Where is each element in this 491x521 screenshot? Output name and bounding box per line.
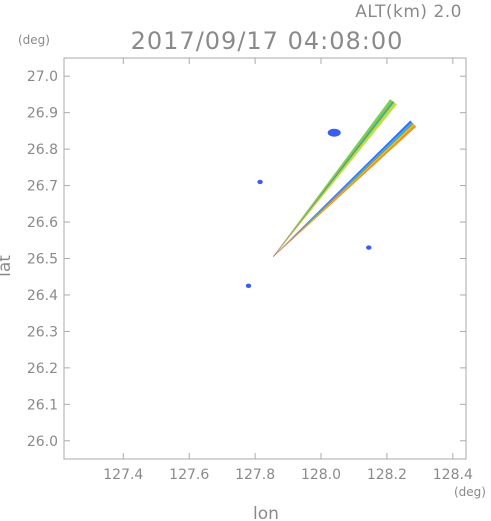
x-tick-label: 127.4 (103, 467, 143, 483)
y-unit-label: (deg) (18, 33, 50, 47)
y-tick-label: 26.4 (27, 288, 58, 304)
y-tick-label: 26.1 (27, 397, 58, 413)
beam-1-band-0 (272, 120, 413, 257)
plot-frame (63, 57, 467, 460)
x-tick-label: 127.8 (235, 467, 275, 483)
x-axis-ticks: 127.4 127.6 127.8 128.0 128.2 128.4 (103, 58, 473, 483)
y-tick-label: 26.9 (27, 106, 58, 122)
echo-point (257, 179, 263, 185)
y-tick-label: 27.0 (27, 69, 58, 85)
x-tick-label: 128.0 (301, 467, 341, 483)
x-tick-label: 128.4 (433, 467, 473, 483)
y-axis-label: lat (0, 255, 15, 277)
beam-1-band-3 (273, 124, 417, 258)
beam-1-core (272, 123, 414, 257)
x-axis-label: lon (253, 504, 279, 521)
beam-0-core (272, 101, 394, 257)
beam-1-band-1 (273, 121, 414, 257)
y-tick-label: 26.8 (27, 142, 58, 158)
x-tick-label: 128.2 (367, 467, 407, 483)
beam-0-band-2 (273, 102, 397, 257)
echo-point (366, 245, 372, 250)
x-unit-label: (deg) (454, 485, 486, 499)
chart-title: 2017/09/17 04:08:00 (131, 27, 404, 55)
plot-marks (245, 99, 417, 289)
y-tick-label: 26.6 (27, 215, 58, 231)
altitude-label: ALT(km) 2.0 (355, 2, 462, 22)
y-tick-label: 26.3 (27, 324, 58, 340)
y-tick-label: 26.2 (27, 361, 58, 377)
y-tick-label: 26.5 (27, 252, 58, 268)
echo-point (327, 128, 341, 137)
y-tick-label: 26.7 (27, 179, 58, 195)
y-tick-label: 26.0 (27, 434, 58, 450)
x-tick-label: 127.6 (169, 467, 209, 483)
beam-0-band-0 (272, 99, 393, 257)
echo-point (245, 283, 252, 289)
y-axis-ticks: 26.0 26.1 26.2 26.3 26.4 26.5 26.6 26.7 26.8 26.9… (27, 69, 466, 450)
